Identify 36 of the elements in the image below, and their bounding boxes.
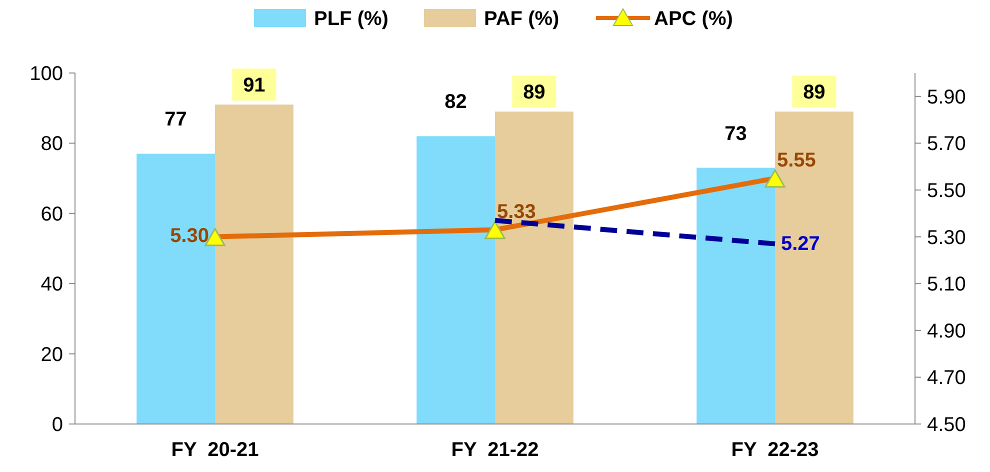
x-tick-label: FY 20-21	[171, 439, 259, 461]
data-label: 5.55	[777, 149, 816, 172]
data-label: 5.33	[497, 200, 536, 223]
y2-tick-label: 5.10	[927, 274, 966, 296]
legend-label: APC (%)	[654, 8, 733, 30]
bar	[495, 112, 574, 424]
data-label: 89	[523, 82, 546, 104]
y2-tick-label: 5.90	[927, 86, 966, 108]
y2-tick-label: 4.70	[927, 367, 966, 390]
y-tick-label: 40	[40, 274, 63, 296]
y2-tick-label: 5.30	[927, 226, 966, 249]
y2-tick-label: 5.70	[927, 133, 966, 156]
y-tick-label: 60	[40, 203, 63, 226]
y-tick-label: 0	[52, 414, 63, 436]
data-label: 89	[803, 82, 826, 104]
y-tick-label: 100	[30, 63, 63, 85]
bar	[136, 154, 215, 424]
y-tick-label: 80	[40, 133, 63, 156]
data-label: 82	[444, 91, 467, 114]
data-label: 73	[724, 122, 747, 145]
data-label: 5.30	[170, 224, 209, 247]
data-label: 5.27	[781, 232, 820, 255]
bar	[775, 112, 854, 424]
y2-tick-label: 4.50	[927, 414, 966, 436]
y-tick-label: 20	[40, 344, 63, 366]
data-label: 91	[243, 74, 266, 97]
bar	[696, 168, 775, 424]
bar	[416, 136, 495, 424]
data-label: 77	[164, 108, 187, 131]
x-tick-label: FY 22-23	[731, 439, 819, 461]
legend-label: PLF (%)	[314, 8, 388, 30]
x-tick-label: FY 21-22	[451, 439, 539, 461]
y2-tick-label: 5.50	[927, 180, 966, 202]
legend-label: PAF (%)	[484, 8, 560, 30]
bar	[215, 104, 294, 424]
y2-tick-label: 4.90	[927, 320, 966, 342]
